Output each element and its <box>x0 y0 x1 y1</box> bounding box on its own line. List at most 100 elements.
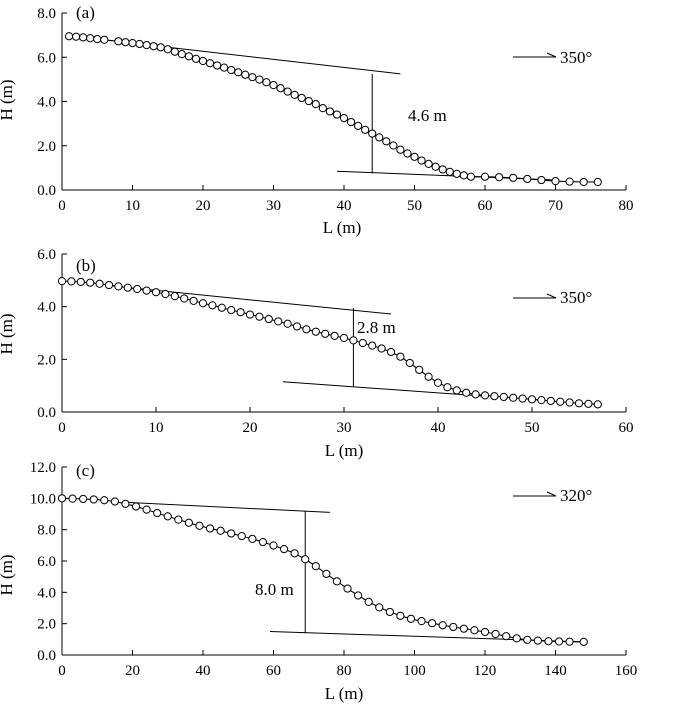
data-point <box>237 531 246 541</box>
data-point <box>565 177 574 186</box>
data-point <box>184 52 193 61</box>
data-point <box>480 627 490 637</box>
panel-label: (a) <box>76 3 95 22</box>
data-point <box>234 68 243 77</box>
x-tick-label: 10 <box>149 420 164 436</box>
data-point <box>462 388 471 397</box>
data-point <box>121 38 130 47</box>
data-point <box>459 624 468 633</box>
x-tick-label: 20 <box>243 420 258 436</box>
data-point <box>471 390 480 399</box>
data-point <box>502 632 511 641</box>
data-point <box>377 344 386 353</box>
data-point <box>170 47 179 56</box>
data-point <box>499 392 508 402</box>
y-tick-label: 0.0 <box>37 183 56 199</box>
x-tick-label: 60 <box>266 663 281 679</box>
data-point <box>490 392 499 401</box>
y-axis-label: H (m) <box>0 554 16 595</box>
data-point <box>565 398 574 407</box>
data-point <box>554 637 564 646</box>
data-point <box>480 172 490 181</box>
data-point <box>396 352 405 361</box>
data-point <box>114 282 123 291</box>
x-tick-label: 20 <box>196 198 211 214</box>
data-point <box>290 549 299 558</box>
y-tick-label: 2.0 <box>37 139 56 155</box>
y-tick-label: 12.0 <box>30 460 56 476</box>
y-tick-label: 4.0 <box>37 300 56 316</box>
direction-label: 350° <box>560 288 592 307</box>
data-point <box>386 347 396 357</box>
data-point <box>217 303 226 312</box>
data-point <box>438 621 447 630</box>
data-point <box>163 45 172 54</box>
data-point <box>385 607 394 617</box>
data-point <box>470 626 479 635</box>
data-point <box>318 104 327 113</box>
data-point <box>512 634 521 643</box>
x-tick-label: 160 <box>615 663 638 679</box>
data-point <box>584 399 593 408</box>
x-tick-label: 80 <box>337 663 352 679</box>
x-tick-label: 0 <box>58 198 66 214</box>
x-tick-label: 60 <box>478 198 493 214</box>
data-point <box>403 149 412 158</box>
data-point <box>208 301 217 310</box>
data-point <box>311 100 320 109</box>
x-tick-label: 60 <box>619 420 634 436</box>
data-point <box>227 305 236 315</box>
data-point <box>269 81 278 90</box>
data-point <box>452 169 461 178</box>
data-point <box>163 512 172 521</box>
data-point <box>480 391 490 400</box>
y-tick-label: 8.0 <box>37 523 56 539</box>
data-point <box>93 35 102 44</box>
data-point <box>123 283 132 292</box>
panel-c: (c) H (m) L (m) 320° 8.0 m 0 20 40 60 80 100 1… <box>0 460 637 703</box>
x-tick-label: 10 <box>125 198 140 214</box>
data-point <box>292 322 302 331</box>
data-point <box>213 61 222 70</box>
data-point <box>283 87 292 96</box>
x-tick-label: 50 <box>407 198 422 214</box>
data-point <box>142 286 151 295</box>
data-point <box>264 314 273 324</box>
data-point <box>495 173 504 182</box>
data-point <box>343 584 352 593</box>
data-point <box>354 591 363 600</box>
data-point <box>191 54 201 63</box>
data-point <box>396 611 405 620</box>
data-point <box>509 173 518 182</box>
data-point <box>396 145 405 154</box>
data-point <box>417 156 426 165</box>
data-point <box>406 614 416 623</box>
panel-label: (b) <box>76 256 96 275</box>
data-point <box>579 177 588 187</box>
data-point <box>195 521 204 530</box>
data-point <box>255 312 264 321</box>
data-point <box>128 38 137 48</box>
data-point <box>330 331 339 340</box>
panel-a: (a) H (m) L (m) 350° 4.6 m 0 10 20 30 40 50 60… <box>0 3 634 237</box>
data-point <box>198 56 208 66</box>
data-point <box>382 137 391 146</box>
direction-arrow-head <box>546 293 557 299</box>
data-point <box>438 165 447 174</box>
data-point <box>375 133 384 142</box>
data-point <box>68 494 77 503</box>
data-point <box>304 96 313 106</box>
x-tick-label: 120 <box>474 663 497 679</box>
data-point <box>180 294 189 303</box>
data-point <box>170 292 179 301</box>
y-axis-label: H (m) <box>0 313 16 354</box>
data-point <box>89 495 98 504</box>
data-point <box>322 569 331 578</box>
data-point <box>262 78 271 87</box>
data-point <box>368 341 377 350</box>
data-point <box>151 288 161 297</box>
data-point <box>523 174 532 184</box>
x-tick-label: 80 <box>619 198 634 214</box>
y-axis-label: H (m) <box>0 79 16 120</box>
data-point <box>220 63 229 72</box>
